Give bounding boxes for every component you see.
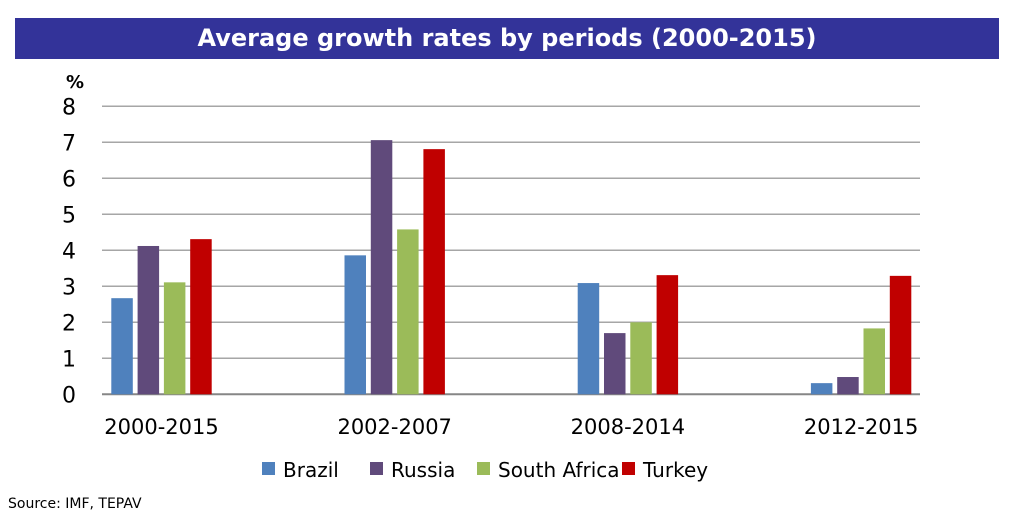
- y-tick-label: 8: [62, 95, 76, 120]
- bar-south-africa: [397, 229, 419, 395]
- bar-russia: [604, 333, 626, 395]
- bar-turkey: [656, 275, 679, 395]
- x-tick-label: 2008-2014: [571, 415, 685, 439]
- legend-swatch: [477, 462, 490, 475]
- legend-label: Russia: [391, 458, 455, 482]
- bar-turkey: [423, 149, 445, 395]
- x-tick-label: 2002-2007: [337, 415, 451, 439]
- legend-label: South Africa: [498, 458, 620, 482]
- legend-label: Brazil: [283, 458, 339, 482]
- bar-russia: [837, 377, 859, 395]
- y-tick-label: 3: [62, 275, 76, 300]
- y-tick-label: 4: [62, 239, 76, 264]
- y-tick-label: 6: [62, 167, 76, 192]
- y-tick-label: 5: [62, 203, 76, 228]
- source-note: Source: IMF, TEPAV: [8, 496, 142, 512]
- bar-brazil: [111, 298, 133, 395]
- bar-south-africa: [863, 328, 885, 395]
- y-tick-label: 7: [62, 131, 76, 156]
- bar-turkey: [190, 239, 212, 395]
- x-tick-label: 2000-2015: [104, 415, 218, 439]
- bar-brazil: [344, 255, 366, 395]
- legend-label: Turkey: [642, 458, 708, 482]
- legend-swatch: [622, 462, 635, 475]
- bar-south-africa: [630, 322, 652, 395]
- bar-south-africa: [163, 282, 186, 395]
- y-tick-label: 2: [62, 311, 76, 336]
- bar-brazil: [577, 283, 600, 395]
- bar-turkey: [889, 275, 912, 395]
- y-axis-label: %: [66, 72, 84, 93]
- bar-russia: [370, 140, 393, 395]
- chart-title: Average growth rates by periods (2000-20…: [15, 18, 999, 59]
- legend-swatch: [262, 462, 275, 475]
- bar-russia: [137, 245, 160, 395]
- bar-brazil: [810, 383, 833, 395]
- x-tick-label: 2012-2015: [804, 415, 918, 439]
- y-tick-label: 0: [62, 383, 76, 408]
- y-tick-label: 1: [62, 347, 76, 372]
- legend-swatch: [370, 462, 383, 475]
